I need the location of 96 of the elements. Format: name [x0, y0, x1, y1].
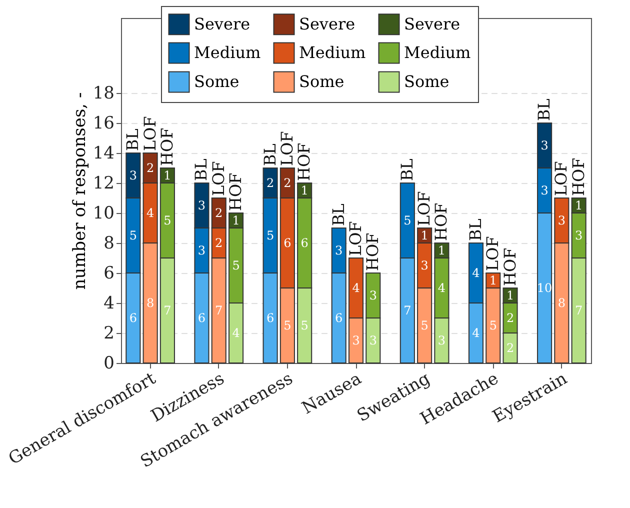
data-label: 5	[284, 318, 292, 332]
data-label: 3	[198, 198, 206, 212]
text: Medium	[404, 43, 471, 62]
x-tick-label: HOF	[500, 248, 520, 286]
y-tick-label: 10	[92, 204, 114, 224]
data-label: 3	[575, 228, 583, 242]
data-label: 8	[146, 296, 154, 310]
data-label: 5	[266, 228, 274, 242]
x-tick-label: LOF	[552, 161, 571, 196]
data-label: 4	[438, 281, 446, 295]
x-tick-label: HOF	[568, 158, 588, 196]
x-tick-label: BL	[123, 128, 142, 151]
y-tick-label: 16	[92, 114, 114, 134]
data-label: 1	[232, 214, 240, 228]
data-label: 2	[506, 341, 514, 355]
x-tick-label: LOF	[483, 236, 502, 271]
data-label: 2	[146, 161, 154, 175]
data-label: 3	[540, 138, 548, 152]
y-tick-label: 6	[104, 264, 114, 284]
y-tick-label: 18	[92, 84, 114, 104]
data-label: 5	[300, 318, 308, 332]
data-label: 2	[284, 176, 292, 190]
data-label: 1	[420, 228, 428, 242]
data-label: 3	[420, 258, 428, 272]
y-tick-label: 0	[104, 354, 114, 374]
text: Some	[299, 72, 344, 91]
y-tick-label: 14	[92, 144, 114, 164]
data-label: 1	[506, 288, 514, 302]
text: Medium	[299, 43, 366, 62]
data-label: 5	[420, 318, 428, 332]
data-label: 6	[129, 311, 137, 325]
data-label: 3	[438, 334, 446, 348]
data-label: 5	[232, 258, 240, 272]
data-label: 5	[489, 318, 497, 332]
x-tick-label: LOF	[346, 221, 365, 256]
data-label: 6	[284, 236, 292, 250]
data-label: 6	[266, 311, 274, 325]
data-label: 4	[352, 281, 360, 295]
data-label: 3	[369, 334, 377, 348]
legend-label: Some	[194, 72, 240, 91]
data-label: 3	[352, 334, 360, 348]
data-label: 8	[558, 296, 566, 310]
data-label: 3	[335, 244, 343, 258]
data-label: 4	[472, 266, 480, 280]
data-label: 4	[232, 326, 240, 340]
x-tick-label: HOF	[363, 232, 382, 271]
x-tick-label: BL	[397, 158, 416, 181]
data-label: 2	[266, 176, 274, 190]
data-label: 4	[472, 326, 480, 340]
x-tick-label: HOF	[432, 202, 451, 241]
data-label: 7	[164, 304, 172, 318]
data-label: 3	[558, 214, 566, 228]
x-tick-label: HOF	[157, 128, 176, 166]
legend-label: Severe	[194, 14, 250, 34]
data-label: 7	[215, 304, 223, 318]
text: Some	[404, 72, 450, 91]
data-label: 1	[300, 184, 308, 198]
data-label: 5	[164, 214, 172, 228]
data-label: 4	[146, 206, 154, 220]
x-tick-label: BL	[192, 158, 211, 181]
data-label: 2	[215, 206, 223, 220]
data-label: 3	[129, 168, 137, 182]
x-tick-label: BL	[260, 143, 280, 166]
y-tick-label: 4	[104, 294, 114, 314]
data-label: 1	[164, 168, 172, 182]
y-tick-label: 8	[104, 234, 114, 254]
text: Severe	[404, 14, 460, 34]
x-tick-label: BL	[328, 203, 348, 226]
data-label: 2	[215, 236, 223, 250]
legend-label: Medium	[194, 43, 261, 62]
data-label: 5	[404, 214, 412, 228]
x-tick-label: HOF	[294, 142, 314, 181]
data-label: 6	[300, 236, 308, 250]
x-tick-label: BL	[534, 98, 554, 121]
data-label: 6	[198, 311, 206, 325]
data-label: 6	[335, 311, 343, 325]
data-label: 1	[438, 244, 446, 258]
data-label: 7	[575, 304, 583, 318]
data-label: 1	[575, 198, 583, 212]
data-label: 3	[540, 184, 548, 198]
data-label: 2	[506, 311, 514, 325]
y-axis-title: number of responses, -	[70, 92, 90, 290]
x-tick-label: LOF	[140, 116, 160, 151]
x-tick-label: BL	[466, 218, 485, 241]
x-tick-label: LOF	[277, 131, 296, 166]
data-label: 5	[129, 228, 137, 242]
y-tick-label: 12	[92, 174, 114, 194]
data-label: 3	[369, 288, 377, 302]
x-tick-label: LOF	[414, 191, 434, 226]
data-label: 3	[198, 244, 206, 258]
y-tick-label: 2	[104, 324, 114, 344]
x-tick-label: HOF	[226, 172, 246, 211]
x-tick-label: LOF	[208, 161, 228, 196]
text: Severe	[299, 14, 356, 34]
data-label: 7	[404, 304, 412, 318]
data-label: 1	[489, 274, 497, 288]
